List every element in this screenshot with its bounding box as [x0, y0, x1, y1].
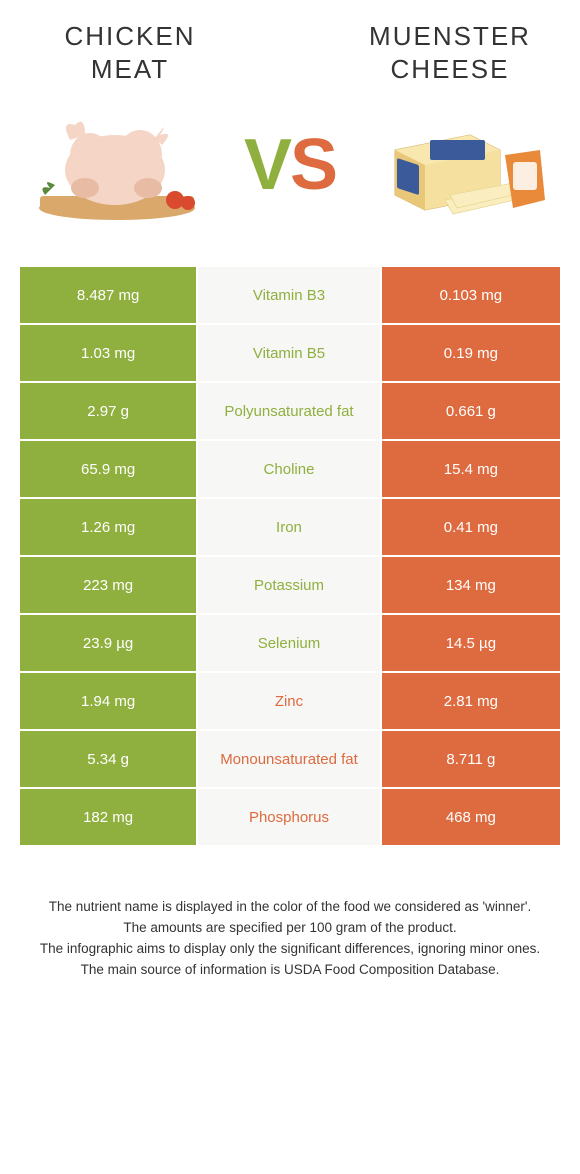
- left-value: 182 mg: [20, 789, 198, 845]
- images-row: VS: [0, 85, 580, 265]
- footer-line: The main source of information is USDA F…: [30, 960, 550, 981]
- right-value: 15.4 mg: [382, 441, 560, 497]
- right-value: 0.103 mg: [382, 267, 560, 323]
- left-value: 1.03 mg: [20, 325, 198, 381]
- table-row: 1.03 mgVitamin B50.19 mg: [20, 325, 560, 383]
- left-value: 23.9 µg: [20, 615, 198, 671]
- comparison-table: 8.487 mgVitamin B30.103 mg1.03 mgVitamin…: [20, 265, 560, 847]
- cheese-image: [375, 100, 550, 230]
- footer-line: The infographic aims to display only the…: [30, 939, 550, 960]
- right-value: 8.711 g: [382, 731, 560, 787]
- table-row: 1.26 mgIron0.41 mg: [20, 499, 560, 557]
- table-row: 23.9 µgSelenium14.5 µg: [20, 615, 560, 673]
- right-value: 0.41 mg: [382, 499, 560, 555]
- left-value: 5.34 g: [20, 731, 198, 787]
- nutrient-name: Selenium: [198, 615, 382, 671]
- nutrient-name: Potassium: [198, 557, 382, 613]
- footer-line: The nutrient name is displayed in the co…: [30, 897, 550, 918]
- table-row: 182 mgPhosphorus468 mg: [20, 789, 560, 847]
- left-value: 223 mg: [20, 557, 198, 613]
- footer-line: The amounts are specified per 100 gram o…: [30, 918, 550, 939]
- nutrient-name: Choline: [198, 441, 382, 497]
- left-value: 2.97 g: [20, 383, 198, 439]
- left-value: 1.94 mg: [20, 673, 198, 729]
- right-value: 0.661 g: [382, 383, 560, 439]
- vs-label: VS: [244, 124, 336, 206]
- table-row: 8.487 mgVitamin B30.103 mg: [20, 267, 560, 325]
- right-value: 0.19 mg: [382, 325, 560, 381]
- right-value: 2.81 mg: [382, 673, 560, 729]
- vs-s: S: [290, 125, 336, 205]
- right-value: 468 mg: [382, 789, 560, 845]
- table-row: 5.34 gMonounsaturated fat8.711 g: [20, 731, 560, 789]
- footer-notes: The nutrient name is displayed in the co…: [0, 847, 580, 981]
- nutrient-name: Phosphorus: [198, 789, 382, 845]
- nutrient-name: Monounsaturated fat: [198, 731, 382, 787]
- right-value: 134 mg: [382, 557, 560, 613]
- left-value: 65.9 mg: [20, 441, 198, 497]
- table-row: 1.94 mgZinc2.81 mg: [20, 673, 560, 731]
- table-row: 223 mgPotassium134 mg: [20, 557, 560, 615]
- right-title: MUENSTER CHEESE: [350, 20, 550, 85]
- nutrient-name: Vitamin B3: [198, 267, 382, 323]
- table-row: 65.9 mgCholine15.4 mg: [20, 441, 560, 499]
- nutrient-name: Iron: [198, 499, 382, 555]
- nutrient-name: Zinc: [198, 673, 382, 729]
- nutrient-name: Vitamin B5: [198, 325, 382, 381]
- header: CHICKEN MEAT MUENSTER CHEESE: [0, 0, 580, 85]
- left-value: 8.487 mg: [20, 267, 198, 323]
- left-value: 1.26 mg: [20, 499, 198, 555]
- chicken-image: [30, 100, 205, 230]
- table-row: 2.97 gPolyunsaturated fat0.661 g: [20, 383, 560, 441]
- nutrient-name: Polyunsaturated fat: [198, 383, 382, 439]
- left-title: CHICKEN MEAT: [30, 20, 230, 85]
- right-value: 14.5 µg: [382, 615, 560, 671]
- vs-v: V: [244, 125, 290, 205]
